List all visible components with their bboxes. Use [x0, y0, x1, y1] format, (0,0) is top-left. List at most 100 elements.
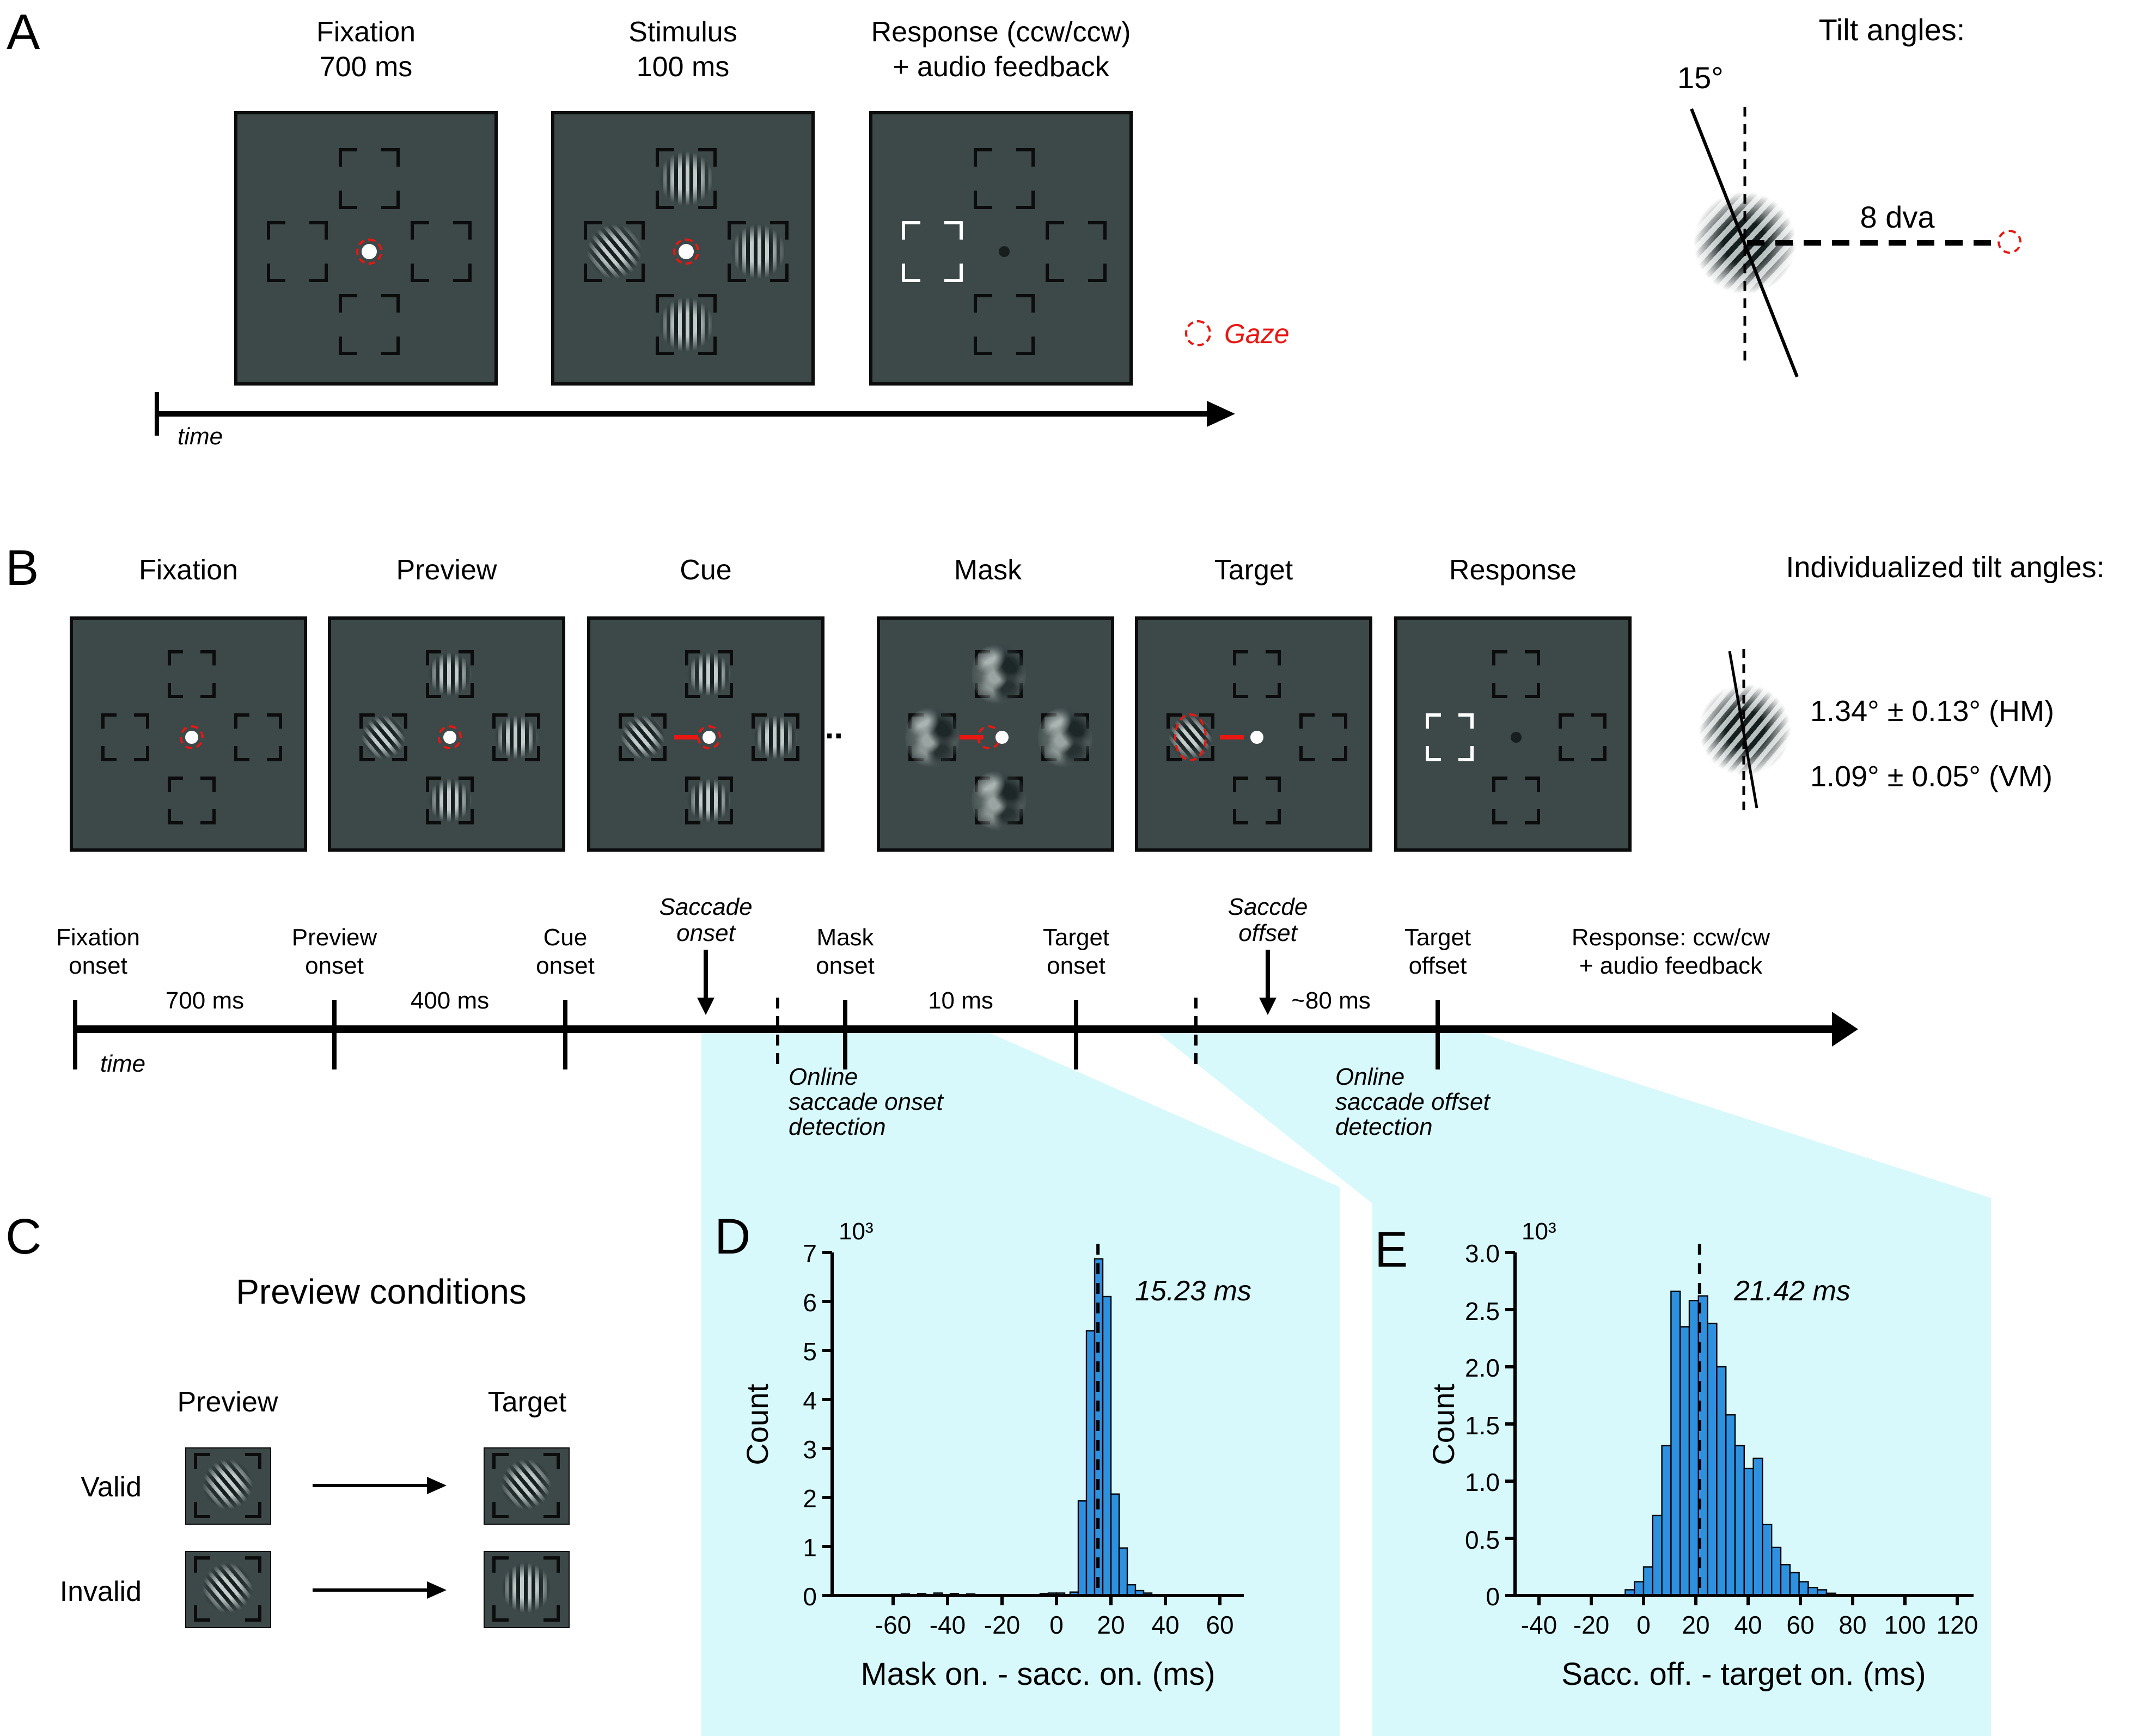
timeline-duration-0: 700 ms: [165, 987, 245, 1014]
bracket-corner-tl-icon: [1426, 713, 1441, 729]
bracket-corner-tr-icon: [718, 777, 733, 792]
bracket-corner-tr-icon: [381, 148, 400, 167]
bracket-corner-bl-icon: [1046, 264, 1064, 282]
bracket-corner-tr-icon: [1199, 713, 1214, 729]
corner-brackets: [168, 650, 216, 698]
bracket-corner-tr-icon: [1016, 148, 1035, 167]
valid-arrow-head-icon: [427, 1477, 447, 1494]
hist-E-bar-1: [1633, 1581, 1645, 1597]
bracket-corner-tl-icon: [752, 713, 767, 729]
timeline-duration-2: 10 ms: [928, 987, 993, 1014]
tilt-oriented-line: [1690, 108, 1799, 378]
hist-D-bar-10: [1085, 1330, 1096, 1597]
frameA1-title-line2: 700 ms: [319, 50, 413, 83]
bracket-corner-tr-icon: [245, 1556, 261, 1573]
panel-e-label: E: [1375, 1221, 1408, 1277]
response-dot: [999, 246, 1010, 257]
gabor-vertical: [659, 297, 713, 352]
online-offset-text-line0: Online: [1335, 1063, 1405, 1090]
gabor-vertical: [687, 652, 731, 696]
bracket-corner-tl-icon: [426, 650, 441, 665]
corner-brackets: [1559, 713, 1607, 761]
cue-line-icon: [674, 735, 698, 739]
bracket-corner-br-icon: [381, 191, 400, 209]
bracket-corner-tl-icon: [492, 713, 508, 729]
hist-E-bar-18: [1789, 1572, 1800, 1597]
bracket-corner-tr-icon: [392, 713, 407, 729]
hist-E-bar-11: [1725, 1414, 1736, 1597]
e-xlabel: Sacc. off. - target on. (ms): [1561, 1658, 1926, 1692]
bracket-corner-tl-icon: [974, 148, 992, 167]
bracket-corner-br-icon: [1199, 746, 1214, 761]
bracket-corner-tr-icon: [1525, 650, 1540, 665]
bracket-corner-tl-icon: [339, 148, 357, 167]
bracket-corner-br-icon: [245, 1605, 261, 1622]
bracket-corner-bl-icon: [685, 683, 700, 698]
hist-D-yticklabel-6: 6: [803, 1288, 817, 1317]
bracket-corner-tr-icon: [1266, 777, 1281, 792]
individualized-oriented-line: [1728, 651, 1758, 809]
corner-brackets: [1492, 777, 1540, 824]
hist-E-xticklabel-0: -40: [1520, 1611, 1558, 1639]
bracket-corner-tr-icon: [1591, 713, 1607, 729]
gaze-ring-icon: [438, 725, 462, 749]
bracket-corner-tl-icon: [194, 1453, 210, 1469]
corner-brackets: [685, 650, 733, 698]
bracket-corner-bl-icon: [194, 1605, 210, 1622]
bracket-corner-br-icon: [1525, 683, 1540, 698]
bracket-corner-bl-icon: [426, 809, 441, 824]
bracket-corner-bl-icon: [426, 683, 441, 698]
bracket-corner-br-icon: [718, 683, 733, 698]
preview-conditions-title: Preview conditions: [236, 1272, 527, 1311]
frameB1-title: Fixation: [138, 553, 239, 586]
bracket-corner-br-icon: [944, 264, 963, 282]
hist-E-bar-5: [1670, 1291, 1681, 1597]
bracket-corner-br-icon: [1332, 746, 1347, 761]
corner-brackets: [685, 777, 733, 824]
gabor-vertical: [428, 652, 472, 696]
fixation-dot: [185, 731, 198, 744]
gabor-vertical: [687, 779, 731, 822]
bracket-corner-tl-icon: [584, 221, 602, 240]
gaze-ring-on-target-icon: [1174, 713, 1207, 761]
bracket-corner-bl-icon: [656, 337, 674, 355]
frameA3-title-line1: Response (ccw/ccw): [871, 15, 1131, 48]
bracket-corner-br-icon: [698, 191, 717, 209]
bracket-corner-br-icon: [626, 264, 645, 282]
panel-a-label: A: [7, 3, 40, 60]
hist-E-bar-7: [1688, 1299, 1699, 1597]
bracket-corner-br-icon: [1016, 337, 1035, 355]
a-time-arrowhead-icon: [1207, 401, 1235, 427]
bracket-corner-tl-icon: [339, 294, 357, 313]
hist-D-xticklabel-4: 20: [1097, 1611, 1125, 1639]
bracket-corner-tl-icon: [168, 650, 183, 665]
bracket-corner-tl-icon: [1166, 713, 1182, 729]
hist-E-yticklabel-5: 2.5: [1465, 1297, 1500, 1325]
corner-brackets: [656, 294, 717, 355]
saccade-offset-line2: offset: [1238, 919, 1297, 946]
bracket-corner-br-icon: [543, 1605, 560, 1622]
bracket-corner-br-icon: [1458, 746, 1474, 761]
timeline-event-1-line1: Preview: [291, 924, 377, 951]
hist-E-bar-14: [1752, 1457, 1763, 1597]
bracket-corner-bl-icon: [619, 746, 634, 761]
timeline-response-line1: Response: ccw/cw: [1571, 924, 1770, 951]
frameB4-title: Mask: [954, 553, 1022, 586]
corner-brackets: [1492, 650, 1540, 698]
corner-brackets: [234, 713, 282, 761]
hist-D-yticklabel-4: 4: [803, 1386, 817, 1415]
hist-D-xticklabel-3: 0: [1049, 1611, 1064, 1639]
bracket-corner-tl-icon: [1492, 650, 1507, 665]
preview-condition-cell-invalid-target: [484, 1551, 570, 1628]
panel-d-label: D: [714, 1208, 751, 1264]
gabor-vertical: [501, 1563, 551, 1613]
bracket-corner-br-icon: [245, 1502, 261, 1518]
gabor-vertical: [659, 151, 713, 206]
hist-D-bar-14: [1118, 1547, 1128, 1597]
corner-brackets: [492, 1453, 560, 1518]
noise-mask-patch: [972, 643, 1026, 706]
bracket-corner-bl-icon: [685, 809, 700, 824]
bracket-corner-tr-icon: [245, 1453, 261, 1469]
hist-E-yticklabel-2: 1.0: [1465, 1468, 1500, 1496]
frameA3-title-line2: + audio feedback: [893, 50, 1109, 83]
